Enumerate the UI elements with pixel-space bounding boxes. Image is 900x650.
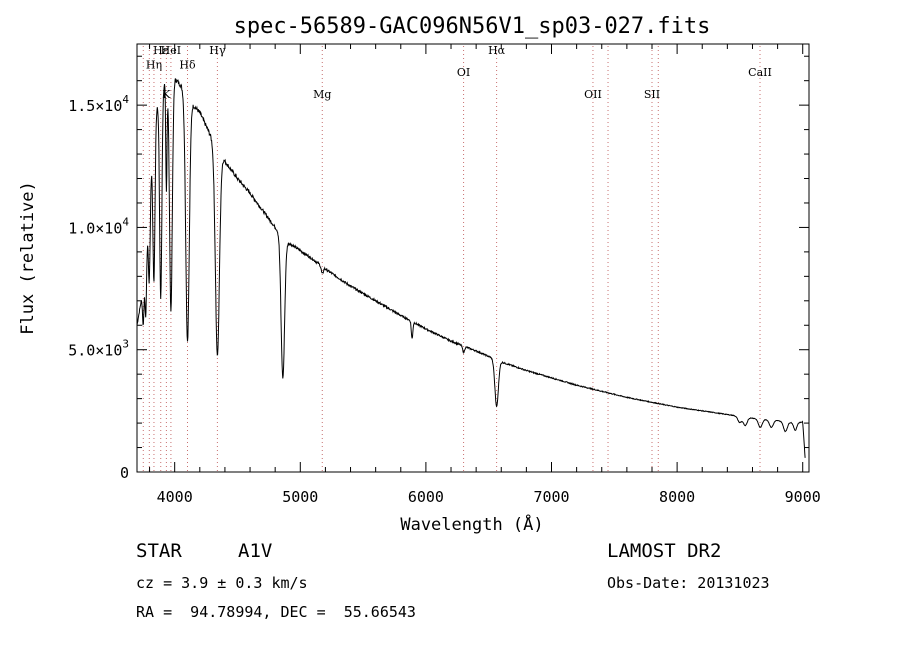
y-axis-label: Flux (relative) [18, 181, 38, 335]
line-label-2: HeI [161, 44, 181, 57]
x-axis-tick-labels: 4000 5000 6000 7000 8000 9000 [157, 488, 821, 506]
x-tick-label-9000: 9000 [785, 488, 821, 506]
x-axis-label: Wavelength (Å) [400, 513, 543, 535]
line-label-3: K [162, 88, 171, 101]
line-label-8: Hα [488, 44, 506, 57]
y-tick-label-10000: 1.0×104 [68, 215, 129, 237]
line-label-10: SII [644, 88, 660, 101]
x-tick-label-5000: 5000 [282, 488, 318, 506]
line-label-5: Hγ [209, 44, 226, 57]
line-label-4: Hδ [179, 58, 196, 71]
line-label-6: Mg [313, 88, 331, 101]
chart-title: spec-56589-GAC096N56V1_sp03-027.fits [234, 14, 711, 39]
coordinates: RA = 94.78994, DEC = 55.66543 [136, 603, 416, 621]
x-tick-label-4000: 4000 [157, 488, 193, 506]
spectrum-series-line [136, 78, 806, 458]
y-axis-tick-labels: 0 5.0×103 1.0×104 1.5×104 [68, 93, 129, 482]
x-tick-label-8000: 8000 [659, 488, 695, 506]
line-label-7: OI [457, 66, 470, 79]
observation-date: Obs-Date: 20131023 [607, 574, 770, 592]
axis-ticks [137, 44, 809, 473]
line-label-9: OII [584, 88, 602, 101]
y-tick-label-0: 0 [120, 464, 129, 482]
object-subclass: A1V [238, 540, 273, 562]
object-type: STAR [136, 540, 182, 562]
line-label-1: Hε [153, 44, 169, 57]
x-tick-label-6000: 6000 [408, 488, 444, 506]
line-label-11: CaII [748, 66, 772, 79]
redshift-cz: cz = 3.9 ± 0.3 km/s [136, 574, 308, 592]
plot-frame [136, 43, 810, 473]
y-tick-label-5000: 5.0×103 [68, 338, 129, 360]
line-label-0: Hη [146, 58, 162, 71]
x-tick-label-7000: 7000 [533, 488, 569, 506]
survey-name: LAMOST DR2 [607, 540, 722, 562]
spectral-line-markers [142, 46, 761, 472]
y-tick-label-15000: 1.5×104 [68, 93, 129, 115]
